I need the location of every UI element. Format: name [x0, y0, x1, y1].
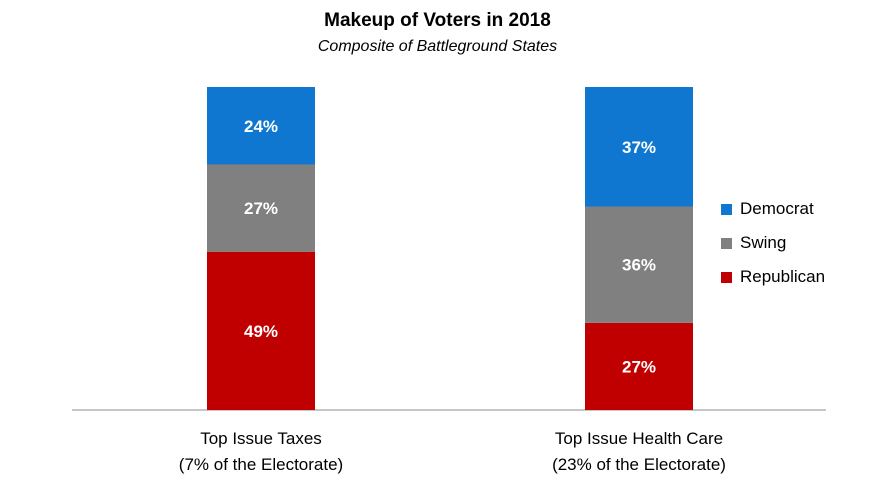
category-label-health-care: Top Issue Health Care (23% of the Electo… — [509, 426, 769, 478]
data-label-taxes-republican: 49% — [244, 322, 278, 341]
legend-swatch-republican — [721, 271, 732, 283]
legend-item-democrat: Democrat — [721, 192, 825, 226]
legend-item-republican: Republican — [721, 260, 825, 294]
bars-group: 49% 27% 24% 27% 36% 37% — [207, 87, 693, 410]
data-label-health-care-democrat: 37% — [622, 138, 656, 157]
bar-health-care-republican — [585, 322, 693, 410]
data-label-health-care-swing: 36% — [622, 256, 656, 275]
bar-taxes-democrat — [207, 87, 315, 165]
bar-health-care-democrat — [585, 87, 693, 207]
bar-health-care-swing — [585, 206, 693, 323]
legend: Democrat Swing Republican — [721, 192, 825, 294]
data-label-taxes-swing: 27% — [244, 199, 278, 218]
bar-taxes-republican — [207, 251, 315, 410]
category-label-taxes-line2: (7% of the Electorate) — [178, 455, 344, 474]
data-label-health-care-republican: 27% — [622, 357, 656, 376]
category-label-taxes-line1: Top Issue Taxes — [200, 429, 322, 448]
category-label-health-care-line1: Top Issue Health Care — [554, 429, 724, 448]
legend-item-swing: Swing — [721, 226, 825, 260]
chart-subtitle: Composite of Battleground States — [317, 38, 558, 55]
category-label-health-care-line2: (23% of the Electorate) — [552, 455, 726, 474]
data-label-taxes-democrat: 24% — [244, 117, 278, 136]
legend-label-democrat: Democrat — [740, 199, 814, 218]
legend-label-republican: Republican — [740, 267, 826, 286]
category-label-taxes: Top Issue Taxes (7% of the Electorate) — [131, 426, 391, 478]
legend-label-swing: Swing — [740, 233, 787, 252]
legend-swatch-democrat — [721, 203, 732, 215]
bar-taxes-swing — [207, 164, 315, 252]
chart-title: Makeup of Voters in 2018 — [324, 10, 551, 31]
legend-swatch-swing — [721, 237, 732, 249]
